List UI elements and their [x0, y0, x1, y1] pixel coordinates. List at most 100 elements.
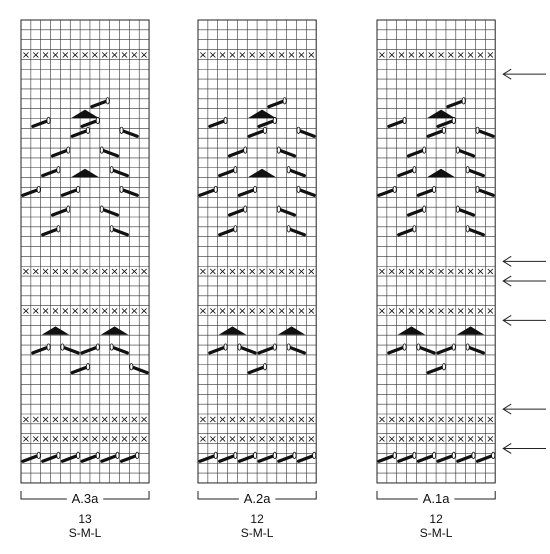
cross-stitch-symbol: ×: [199, 50, 207, 61]
stitch-count: 12: [429, 512, 443, 526]
slanted-bar-end: [451, 451, 456, 459]
cross-stitch-symbol: ×: [466, 306, 474, 317]
cross-stitch-symbol: ×: [22, 267, 30, 278]
cross-stitch-symbol: ×: [437, 267, 445, 278]
slanted-bar-end: [233, 225, 238, 233]
slanted-bar-symbol: [110, 168, 129, 178]
slanted-bar-symbol: [377, 453, 397, 463]
cross-stitch-symbol: ×: [378, 267, 386, 278]
slanted-bar-end: [272, 116, 277, 125]
cross-stitch-symbol: ×: [22, 306, 30, 317]
cross-stitch-symbol: ×: [228, 306, 236, 317]
cross-stitch-symbol: ×: [258, 414, 266, 425]
cross-stitch-symbol: ×: [427, 306, 435, 317]
cross-stitch-symbol: ×: [407, 267, 415, 278]
cross-stitch-symbol: ×: [476, 434, 484, 445]
cross-stitch-symbol: ×: [140, 414, 148, 425]
diagram-name: A.2a: [244, 491, 272, 506]
slanted-bar-end: [262, 363, 267, 371]
cross-stitch-symbol: ×: [378, 50, 386, 61]
cross-stitch-symbol: ×: [71, 267, 79, 278]
slanted-bar-end: [213, 185, 218, 194]
cross-stitch-symbol: ×: [51, 267, 59, 278]
cross-stitch-symbol: ×: [378, 434, 386, 445]
cross-stitch-symbol: ×: [120, 434, 128, 445]
cross-stitch-symbol: ×: [297, 414, 305, 425]
slanted-bar-end: [282, 97, 287, 105]
cross-stitch-symbol: ×: [307, 434, 315, 445]
slanted-bar-symbol: [237, 187, 257, 197]
triangle-symbol: [456, 326, 485, 335]
slanted-bar-end: [465, 166, 470, 174]
cross-stitch-symbol: ×: [388, 434, 396, 445]
cross-stitch-symbol: ×: [397, 50, 405, 61]
slanted-bar-symbol: [50, 207, 70, 217]
slanted-bar-end: [276, 205, 281, 213]
cross-stitch-symbol: ×: [287, 267, 295, 278]
cross-stitch-symbol: ×: [407, 434, 415, 445]
cross-stitch-symbol: ×: [307, 50, 315, 61]
slanted-bar-end: [233, 451, 238, 459]
cross-stitch-symbol: ×: [81, 414, 89, 425]
slanted-bar-symbol: [21, 453, 41, 463]
chart-grid-a2a: × × × × × × × × × × × ×× × × × × × × × × × × ×× × × × × × × × × × × ×× × × ×…: [197, 19, 317, 500]
slanted-bar-symbol: [456, 207, 476, 217]
cross-stitch-symbol: ×: [378, 414, 386, 425]
cross-stitch-symbol: ×: [218, 50, 226, 61]
cross-stitch-symbol: ×: [297, 434, 305, 445]
cross-stitch-symbol: ×: [407, 50, 415, 61]
slanted-bar-symbol: [475, 187, 495, 197]
cross-stitch-symbol: ×: [22, 434, 30, 445]
slanted-bar-end: [76, 451, 81, 459]
cross-stitch-symbol: ×: [71, 50, 79, 61]
cross-stitch-symbol: ×: [258, 50, 266, 61]
slanted-bar-symbol: [198, 187, 218, 197]
slanted-bar-symbol: [436, 453, 456, 463]
cross-stitch-symbol: ×: [140, 267, 148, 278]
slanted-bar-symbol: [416, 345, 436, 355]
slanted-bar-symbol: [31, 118, 51, 128]
slanted-bar-end: [115, 451, 120, 459]
arrow-head: [502, 255, 512, 267]
cross-stitch-symbol: ×: [287, 434, 295, 445]
slanted-bar-end: [422, 146, 427, 154]
diagram-name: A.1a: [423, 491, 451, 506]
slanted-bar-symbol: [90, 99, 110, 109]
slanted-bar-end: [296, 126, 301, 134]
cross-stitch-symbol: ×: [228, 414, 236, 425]
cross-stitch-symbol: ×: [209, 267, 217, 278]
slanted-bar-symbol: [41, 453, 61, 463]
cross-stitch-symbol: ×: [22, 414, 30, 425]
slanted-bar-symbol: [377, 187, 397, 197]
triangle-symbol: [248, 109, 276, 118]
slanted-bar-end: [412, 166, 417, 174]
cross-stitch-symbol: ×: [32, 434, 40, 445]
cross-stitch-symbol: ×: [297, 267, 305, 278]
cross-stitch-symbol: ×: [199, 414, 207, 425]
cross-stitch-symbol: ×: [397, 306, 405, 317]
cross-stitch-symbol: ×: [466, 50, 474, 61]
slanted-bar-end: [223, 343, 228, 351]
cross-stitch-symbol: ×: [32, 414, 40, 425]
cross-stitch-symbol: ×: [228, 267, 236, 278]
cross-stitch-symbol: ×: [278, 50, 286, 61]
slanted-bar-end: [253, 185, 258, 194]
slanted-bar-end: [135, 451, 140, 459]
slanted-bar-symbol: [475, 128, 495, 138]
slanted-bar-symbol: [287, 345, 306, 355]
slanted-bar-end: [402, 116, 407, 125]
cross-stitch-symbol: ×: [268, 306, 276, 317]
slanted-bar-end: [66, 146, 71, 154]
slanted-bar-symbol: [466, 168, 485, 178]
slanted-bar-end: [109, 225, 114, 233]
slanted-bar-end: [233, 166, 238, 174]
cross-stitch-symbol: ×: [238, 306, 246, 317]
cross-stitch-symbol: ×: [447, 414, 455, 425]
slanted-bar-symbol: [80, 345, 100, 355]
cross-stitch-symbol: ×: [287, 50, 295, 61]
slanted-bar-end: [129, 363, 134, 371]
slanted-bar-symbol: [296, 187, 316, 197]
slanted-bar-end: [56, 451, 61, 459]
